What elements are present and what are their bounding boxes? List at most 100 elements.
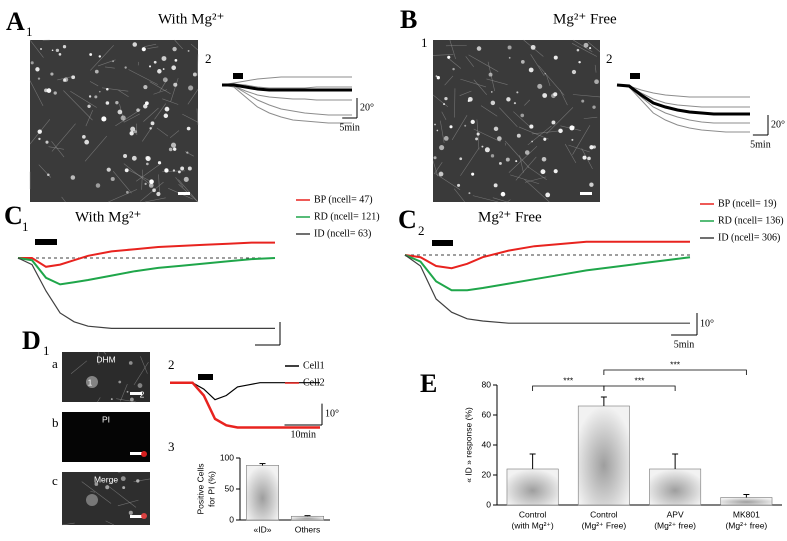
row-label: a <box>52 356 58 371</box>
cell-soma <box>164 168 169 173</box>
y-axis-label: for PI (%) <box>206 471 216 507</box>
neurite <box>101 87 129 92</box>
y-tick-label: 50 <box>225 483 235 493</box>
neurite <box>144 197 166 203</box>
cell-soma <box>95 183 101 188</box>
neurite <box>169 130 180 139</box>
cell-soma <box>37 77 41 80</box>
panel-letter: C <box>4 201 23 230</box>
cell-soma <box>481 145 484 148</box>
cell-soma <box>464 124 467 127</box>
cell-soma <box>576 48 580 52</box>
neurite <box>572 94 601 98</box>
cell-soma <box>37 129 42 134</box>
scale-label-y: 20° <box>360 102 374 113</box>
neurite <box>175 177 184 188</box>
cell-soma <box>124 66 127 69</box>
cell-soma <box>163 113 169 119</box>
cell-soma <box>438 171 444 177</box>
neurite <box>70 360 88 374</box>
panel-letter: E <box>420 369 437 398</box>
cell-soma <box>439 144 445 151</box>
cell-soma <box>129 397 134 402</box>
cell-soma <box>506 97 511 102</box>
neurite <box>572 125 591 155</box>
cell-soma <box>124 168 129 173</box>
cell-soma <box>70 175 76 180</box>
cell-soma <box>35 67 40 72</box>
cell-soma <box>435 75 438 77</box>
neurite <box>158 174 160 194</box>
neurite <box>473 128 501 143</box>
neurite <box>499 107 518 128</box>
cell-soma <box>132 42 138 47</box>
panel-sub: 1 <box>22 219 29 234</box>
cell-soma <box>174 58 178 62</box>
cell-pi <box>141 451 147 457</box>
neurite <box>492 197 508 203</box>
image-label: 1 <box>88 377 93 387</box>
cell-soma <box>594 79 599 85</box>
image-label: DHM <box>96 354 115 364</box>
cell-soma <box>457 183 461 187</box>
x-tick-label: (Mg²⁺ Free) <box>582 520 627 530</box>
cell-soma <box>168 147 173 152</box>
cell-soma <box>542 93 548 98</box>
cell-soma <box>589 182 594 187</box>
neurite <box>468 54 499 72</box>
stimulus-bar <box>233 73 243 79</box>
neurite <box>460 147 480 176</box>
significance-label: *** <box>670 359 681 369</box>
x-tick-label: «ID» <box>254 524 272 534</box>
cell-soma <box>44 88 48 93</box>
neurite <box>538 65 565 96</box>
scale-label-x: 5min <box>674 339 695 350</box>
panel-letter: D <box>22 326 41 355</box>
neurite <box>154 103 167 120</box>
cell-soma <box>434 123 436 126</box>
cell-soma <box>106 167 111 172</box>
cell-soma <box>62 78 67 82</box>
neurite <box>136 163 162 182</box>
cell-soma <box>40 48 42 50</box>
cell-soma <box>84 139 90 145</box>
cell-soma <box>106 87 109 91</box>
significance-bracket <box>603 369 747 375</box>
x-tick-label: Others <box>295 524 321 534</box>
cell-soma <box>470 119 475 124</box>
trace <box>17 257 275 329</box>
neurite <box>197 54 199 76</box>
trace <box>222 83 352 92</box>
panel-sub: 1 <box>421 35 428 50</box>
neurite <box>123 163 152 186</box>
legend-label: ID (ncell= 306) <box>718 232 780 243</box>
neurite <box>519 155 524 173</box>
cell-soma <box>192 72 197 77</box>
cell-soma <box>436 76 440 80</box>
cell-soma <box>507 45 512 50</box>
cell-soma <box>553 55 558 60</box>
cell-soma <box>112 60 115 63</box>
neurite <box>568 144 590 153</box>
trace <box>221 84 352 116</box>
cell-soma <box>493 183 498 188</box>
cell-soma <box>143 85 148 90</box>
legend-label: BP (ncell= 19) <box>718 198 777 209</box>
neurite <box>196 108 199 125</box>
cell-soma <box>51 49 54 52</box>
neurite <box>162 98 179 105</box>
micrographs: DHM PI Merge 1 2 <box>29 39 601 526</box>
neurite <box>445 44 467 47</box>
panel-letter: C <box>398 205 417 234</box>
legend-label: BP (ncell= 47) <box>314 194 373 205</box>
cell-soma <box>558 128 563 134</box>
y-axis-label: Positive Cells <box>195 463 205 514</box>
cell-soma <box>141 47 146 52</box>
cell-soma <box>136 108 140 112</box>
neurite <box>144 43 157 48</box>
stimulus-bar <box>198 374 213 380</box>
neurite <box>85 110 93 127</box>
neurite <box>465 56 474 67</box>
cell-soma <box>488 72 493 77</box>
cell-soma <box>47 173 50 177</box>
